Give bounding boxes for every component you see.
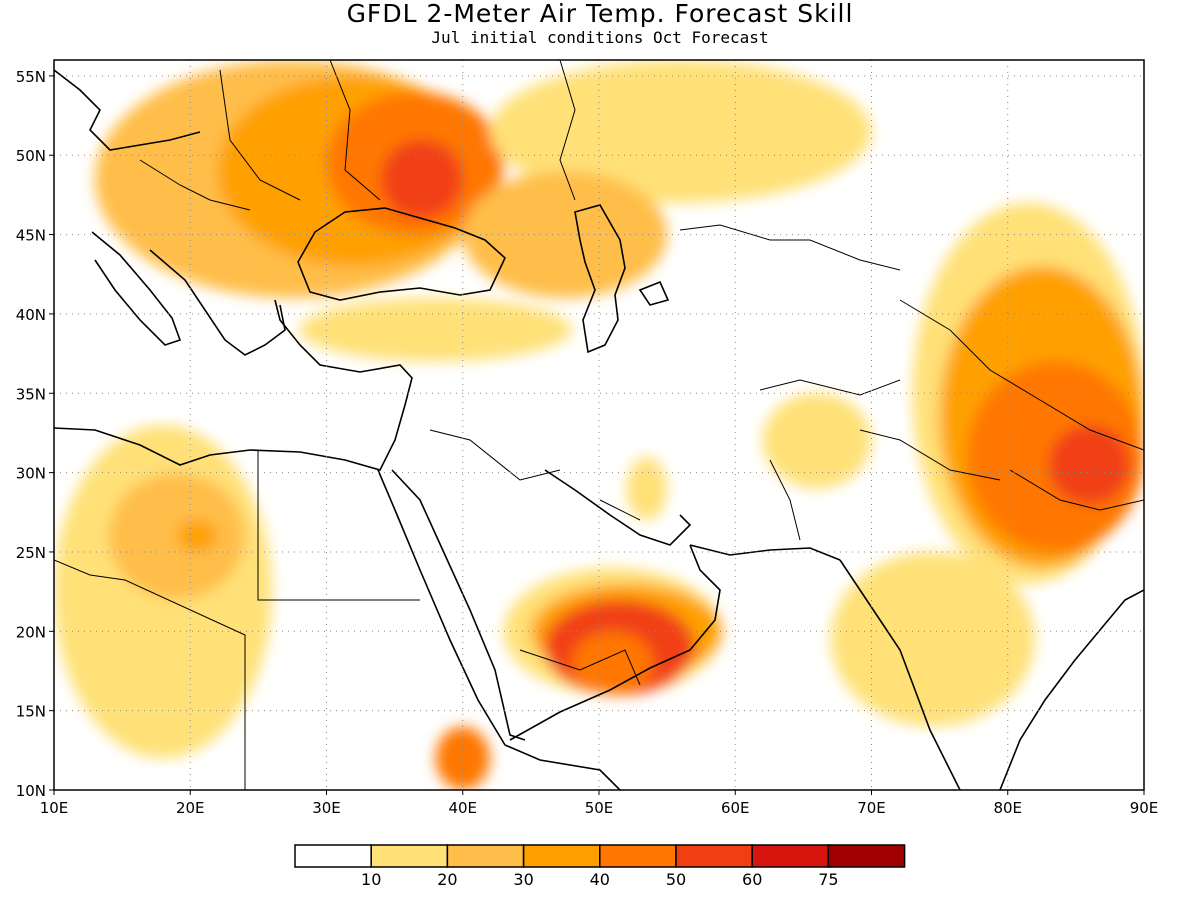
legend-swatch-1	[370, 844, 449, 868]
black-sea-coast	[297, 207, 506, 301]
lat-tick-label: 50N	[16, 147, 46, 165]
lat-tick-label: 25N	[16, 544, 46, 562]
lat-tick-label: 15N	[16, 703, 46, 721]
lon-tick-label: 50E	[585, 799, 614, 817]
persian-gulf-coast	[544, 469, 692, 546]
legend-label: 60	[742, 870, 762, 889]
map-title: GFDL 2-Meter Air Temp. Forecast Skill	[346, 0, 854, 28]
aral-sea-coast	[638, 280, 670, 306]
skill-legend-colorbar: 10 20 30 40 50 60 75	[294, 844, 906, 889]
legend-label: 50	[666, 870, 686, 889]
map-subtitle: Jul initial conditions Oct Forecast	[431, 28, 769, 47]
lon-tick-label: 60E	[721, 799, 750, 817]
red-sea-west-coast	[377, 469, 506, 746]
border-layer	[54, 60, 1144, 790]
legend-label: 40	[590, 870, 610, 889]
coastline-layer	[54, 69, 1144, 790]
red-sea-east-coast	[391, 469, 526, 741]
legend-swatch-0	[294, 844, 372, 868]
india-west-coast	[839, 559, 961, 790]
legend-label: 20	[437, 870, 457, 889]
skill-region-4	[490, 60, 872, 203]
italy-coast	[91, 231, 182, 346]
lon-tick-label: 10E	[40, 799, 69, 817]
caspian-sea-coast	[574, 204, 626, 354]
skill-region-13	[571, 631, 654, 695]
lat-tick-label: 40N	[16, 306, 46, 324]
india-east-coast	[999, 589, 1144, 790]
legend-label: 75	[818, 870, 838, 889]
iran-coast	[689, 544, 841, 561]
lon-tick-label: 30E	[312, 799, 341, 817]
lat-tick-label: 45N	[16, 227, 46, 245]
skill-region-21	[626, 456, 668, 521]
lat-tick-label: 10N	[16, 782, 46, 800]
legend-swatch-3	[522, 844, 601, 868]
lon-tick-label: 80E	[993, 799, 1022, 817]
skill-region-20	[435, 726, 490, 790]
legend-swatch-5	[675, 844, 753, 868]
axis-ticks: 10E 20E 30E 40E 50E 60E 70E 80E 90E 10N 15N 20N 25N 3…	[16, 68, 1159, 817]
skill-region-14	[762, 393, 872, 489]
skill-region-18	[1048, 425, 1131, 505]
lon-tick-label: 70E	[857, 799, 886, 817]
lat-tick-label: 55N	[16, 68, 46, 86]
lat-tick-label: 30N	[16, 465, 46, 483]
lat-tick-label: 20N	[16, 623, 46, 641]
horn-africa-coast	[504, 744, 621, 790]
north-europe-coast	[54, 69, 201, 151]
skill-shading-layer	[54, 60, 1144, 790]
arabia-south-coast	[509, 544, 721, 741]
skill-region-3	[381, 139, 463, 219]
lon-tick-label: 90E	[1130, 799, 1159, 817]
skill-region-19	[830, 551, 1035, 727]
lon-tick-label: 40E	[448, 799, 477, 817]
legend-swatch-2	[446, 844, 525, 868]
lon-tick-label: 20E	[176, 799, 205, 817]
legend-label: 30	[513, 870, 533, 889]
legend-swatch-6	[751, 844, 830, 868]
legend-label: 10	[361, 870, 381, 889]
legend-swatch-7	[827, 844, 906, 868]
greece-coast	[149, 249, 286, 356]
legend-swatch-4	[599, 844, 677, 868]
skill-region-6	[299, 298, 572, 362]
skill-region-9	[176, 520, 218, 552]
north-africa-coast	[54, 404, 406, 471]
lat-tick-label: 35N	[16, 385, 46, 403]
